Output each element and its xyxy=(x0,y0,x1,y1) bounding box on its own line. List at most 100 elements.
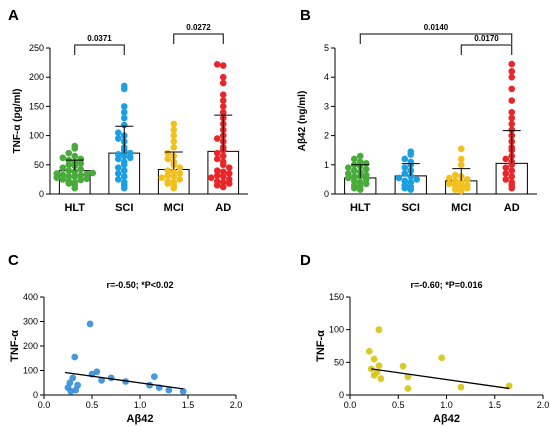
category-label: SCI xyxy=(402,202,420,214)
data-point xyxy=(77,176,85,184)
data-point xyxy=(219,79,227,87)
data-point xyxy=(170,132,178,139)
data-point xyxy=(219,168,227,176)
data-point xyxy=(219,179,227,186)
category-label: MCI xyxy=(164,202,184,214)
data-point xyxy=(120,167,128,174)
data-point xyxy=(77,172,85,179)
data-point xyxy=(451,171,459,179)
x-tick-label: 1.5 xyxy=(182,400,195,410)
p-value-label: 0.0140 xyxy=(424,23,449,32)
data-point xyxy=(74,381,81,389)
data-point xyxy=(98,376,105,384)
x-tick-label: 1.5 xyxy=(488,400,501,410)
data-point xyxy=(508,68,516,75)
category-label: HLT xyxy=(350,202,371,214)
data-point xyxy=(370,355,378,363)
data-point xyxy=(164,172,172,179)
significance-bracket xyxy=(173,33,224,44)
data-point xyxy=(120,158,128,166)
data-point xyxy=(122,378,129,385)
x-tick-label: 0.5 xyxy=(392,400,405,410)
data-point xyxy=(508,85,516,93)
p-value-label: 0.0115 xyxy=(137,0,162,2)
data-point xyxy=(114,176,122,183)
significance-bracket xyxy=(359,33,513,44)
panel-a-bar-chart: 0 50 100 150 200 250 TNF-α (pg/ml) HLT SCI MCI AD 0… xyxy=(12,0,248,214)
correlation-title: r=-0.50; *P<0.02 xyxy=(106,280,173,290)
panel-d-scatter: 0 50 100 150 0.0 0.5 1.0 1.5 2.0 r=-0.60; *P=0.01… xyxy=(315,280,549,425)
data-point xyxy=(120,108,128,116)
y-tick-label: 4 xyxy=(324,72,329,82)
data-point xyxy=(120,179,128,186)
data-point xyxy=(170,138,178,145)
y-tick-label: 0 xyxy=(33,390,38,400)
y-tick-label: 0 xyxy=(339,390,344,400)
data-point xyxy=(164,167,172,174)
x-tick-label: 1.0 xyxy=(440,400,453,410)
p-value-label: 0.0170 xyxy=(474,34,499,43)
data-point xyxy=(77,166,85,173)
data-point xyxy=(69,374,77,382)
x-tick-label: 2.0 xyxy=(230,400,243,410)
y-tick-label: 100 xyxy=(329,325,344,335)
data-point xyxy=(362,160,370,167)
data-point xyxy=(225,164,233,172)
data-point xyxy=(65,173,73,180)
data-point xyxy=(401,177,409,185)
data-point xyxy=(457,145,465,153)
data-point xyxy=(164,177,172,185)
data-point xyxy=(502,170,510,177)
data-point xyxy=(176,176,184,183)
data-point xyxy=(170,173,178,180)
data-point xyxy=(219,183,227,191)
data-point xyxy=(362,171,370,179)
data-point xyxy=(219,152,227,160)
data-point xyxy=(219,103,227,110)
data-point xyxy=(158,174,166,181)
significance-bracket xyxy=(74,44,125,55)
x-tick-label: 1.0 xyxy=(134,400,147,410)
panel-letter-c: C xyxy=(8,252,19,269)
data-point xyxy=(66,379,74,387)
category-label: AD xyxy=(504,202,520,214)
data-point xyxy=(165,386,173,394)
data-point xyxy=(508,114,516,122)
data-point xyxy=(404,373,412,381)
data-point xyxy=(219,97,227,104)
data-point xyxy=(53,170,61,177)
data-point xyxy=(457,155,465,163)
data-point xyxy=(356,158,364,166)
data-point xyxy=(170,168,178,176)
data-point xyxy=(213,177,221,185)
data-point xyxy=(170,126,178,134)
data-point xyxy=(120,82,128,90)
data-point xyxy=(89,169,97,177)
data-point xyxy=(225,170,233,177)
data-point xyxy=(508,60,516,68)
data-point xyxy=(114,155,122,163)
data-point xyxy=(463,176,471,183)
y-tick-label: 100 xyxy=(29,131,44,141)
data-point xyxy=(404,385,412,392)
data-point xyxy=(107,374,115,382)
data-point xyxy=(65,167,73,174)
data-point xyxy=(356,152,364,160)
data-point xyxy=(395,174,403,182)
data-point xyxy=(445,174,453,182)
data-point xyxy=(508,167,516,174)
data-point xyxy=(219,62,227,69)
panel-c-scatter: 0 100 200 300 400 0.0 0.5 1.0 1.5 2.0 r=-0.50; *P<… xyxy=(9,280,242,425)
data-point xyxy=(505,382,513,390)
data-point xyxy=(120,114,128,122)
data-point xyxy=(213,149,221,157)
data-point xyxy=(207,174,215,181)
y-tick-label: 300 xyxy=(23,317,38,327)
data-point xyxy=(114,170,122,177)
data-point xyxy=(344,170,352,177)
y-tick-label: 0 xyxy=(39,189,44,199)
category-label: AD xyxy=(215,202,231,214)
data-point xyxy=(77,155,85,163)
data-point xyxy=(120,152,128,160)
